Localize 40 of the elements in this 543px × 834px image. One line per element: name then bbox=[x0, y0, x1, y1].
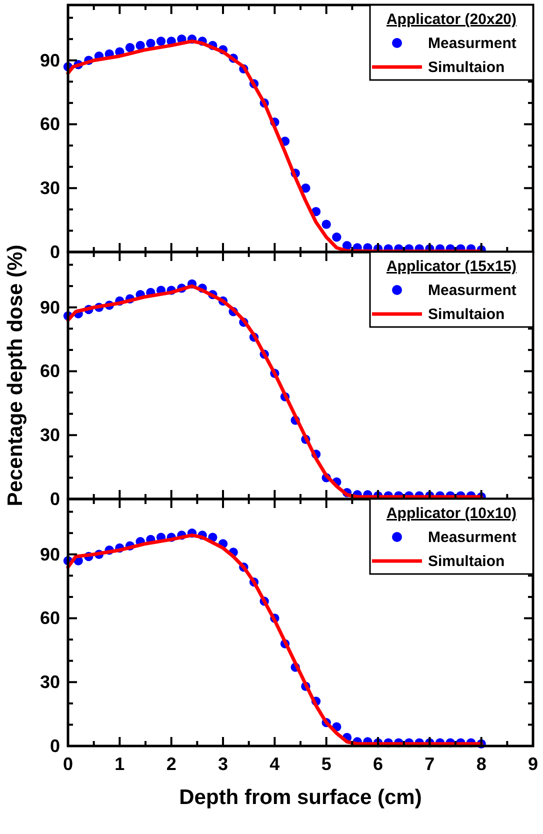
y-tick-label: 30 bbox=[40, 178, 60, 198]
x-tick-label: 7 bbox=[424, 754, 435, 774]
legend-title: Applicator (15x15) bbox=[386, 258, 517, 275]
legend-title: Applicator (20x20) bbox=[386, 11, 517, 28]
point bbox=[301, 184, 310, 193]
point bbox=[332, 232, 342, 242]
point bbox=[136, 40, 145, 50]
y-tick-label: 60 bbox=[40, 361, 60, 382]
y-tick-label: 30 bbox=[40, 425, 60, 446]
x-tick-label: 9 bbox=[528, 754, 538, 774]
x-tick-label: 3 bbox=[218, 754, 228, 774]
legend-label: Measurment bbox=[428, 282, 516, 299]
y-tick-label: 90 bbox=[40, 297, 60, 318]
x-tick-label: 2 bbox=[166, 754, 176, 774]
legend-title: Applicator (10x10) bbox=[386, 505, 517, 522]
x-axis-title: Depth from surface (cm) bbox=[179, 786, 422, 809]
legend-label: Simultaion bbox=[428, 553, 505, 570]
point bbox=[146, 38, 156, 48]
y-tick-label: 90 bbox=[40, 544, 60, 564]
y-tick-label: 90 bbox=[40, 50, 60, 70]
legend-label: Simultaion bbox=[428, 306, 505, 323]
y-axis-title: Pecentage depth dose (%) bbox=[4, 244, 27, 506]
legend-label: Simultaion bbox=[428, 59, 505, 76]
y-tick-label: 30 bbox=[40, 672, 60, 692]
legend-label: Measurment bbox=[428, 35, 516, 52]
point bbox=[125, 42, 135, 52]
y-tick-label: 0 bbox=[50, 489, 60, 509]
y-tick-label: 0 bbox=[50, 242, 60, 262]
x-tick-label: 4 bbox=[270, 754, 280, 774]
point bbox=[322, 220, 331, 229]
y-tick-label: 60 bbox=[40, 608, 60, 628]
y-tick-label: 60 bbox=[40, 114, 60, 134]
point bbox=[156, 36, 166, 46]
x-tick-label: 6 bbox=[372, 754, 384, 774]
legend-label: Measurment bbox=[428, 529, 516, 546]
x-tick-label: 0 bbox=[62, 754, 74, 774]
x-tick-label: 1 bbox=[114, 754, 125, 774]
x-tick-label: 8 bbox=[476, 754, 486, 774]
y-tick-label: 0 bbox=[50, 736, 60, 756]
x-tick-label: 5 bbox=[321, 754, 332, 774]
